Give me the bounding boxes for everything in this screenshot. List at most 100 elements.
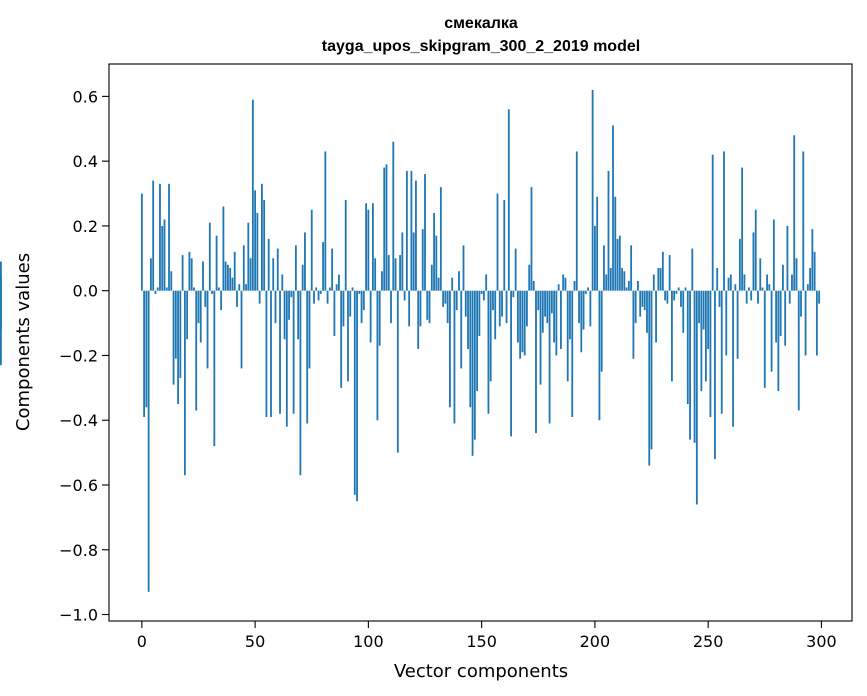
bar <box>283 290 286 340</box>
bar <box>752 232 755 291</box>
bar <box>671 290 673 382</box>
bar <box>607 170 610 291</box>
bar <box>521 290 524 353</box>
bar <box>809 268 811 291</box>
bar <box>272 258 275 291</box>
bar <box>455 290 458 311</box>
bar <box>279 290 281 414</box>
bar <box>532 280 535 291</box>
bar <box>181 255 184 291</box>
bar <box>360 290 363 324</box>
x-axis-label: Vector components <box>394 661 568 682</box>
bar <box>165 287 168 291</box>
bar <box>786 225 789 291</box>
bar <box>238 284 241 291</box>
bar <box>492 290 494 311</box>
bar <box>186 290 189 340</box>
bar <box>319 290 322 294</box>
bar <box>813 251 816 291</box>
bar <box>249 258 252 291</box>
y-tick-label: −0.4 <box>59 411 98 430</box>
bar <box>220 290 223 311</box>
bar <box>734 284 737 291</box>
bar <box>677 287 680 291</box>
bar <box>795 258 798 291</box>
bar <box>598 290 601 421</box>
bar <box>750 290 753 301</box>
bar <box>612 125 614 291</box>
bar <box>553 290 556 343</box>
bar <box>190 258 193 291</box>
bar <box>496 193 499 291</box>
bar <box>600 290 603 372</box>
bar <box>304 232 306 291</box>
bar <box>349 290 352 317</box>
bar <box>480 290 483 294</box>
bar <box>714 290 716 460</box>
bar <box>487 290 490 414</box>
bar <box>804 290 807 356</box>
bar <box>202 261 204 291</box>
bar <box>163 219 166 291</box>
x-tick-label: 300 <box>806 632 837 651</box>
bar <box>310 209 313 291</box>
bar <box>473 290 476 440</box>
bar <box>256 212 259 291</box>
bar <box>544 290 546 317</box>
bar <box>240 290 243 369</box>
bar <box>147 290 150 592</box>
bar <box>573 280 576 291</box>
bar <box>462 245 465 291</box>
bar <box>387 255 390 291</box>
chart-title: смекалка <box>444 15 518 32</box>
bar <box>709 290 712 417</box>
bar <box>800 290 802 317</box>
bar <box>290 290 293 298</box>
bar <box>815 290 818 356</box>
bar <box>299 290 302 476</box>
bar <box>313 290 315 304</box>
bar <box>757 290 759 304</box>
bar <box>770 290 773 372</box>
bar <box>526 290 528 327</box>
y-tick-label: −1.0 <box>59 606 98 625</box>
bar <box>501 290 503 317</box>
bar <box>818 290 821 304</box>
bar <box>297 290 300 340</box>
bar <box>639 290 642 317</box>
bar <box>428 290 431 324</box>
bar <box>179 290 182 379</box>
bar <box>505 290 508 324</box>
bar <box>172 290 175 385</box>
bar <box>591 89 594 291</box>
bar <box>417 290 420 349</box>
bar <box>378 290 381 346</box>
bar <box>469 290 472 408</box>
bar <box>738 238 741 291</box>
bar <box>396 290 399 453</box>
bar <box>236 290 238 307</box>
bar <box>797 290 800 411</box>
bar <box>707 290 710 349</box>
bar <box>140 193 143 291</box>
bar <box>772 219 775 291</box>
bar <box>204 290 207 307</box>
bar <box>390 290 392 324</box>
bar <box>700 290 703 392</box>
bar <box>285 290 288 427</box>
bar <box>415 180 417 291</box>
bar <box>779 290 782 337</box>
bar <box>317 290 320 301</box>
bar <box>510 290 512 437</box>
bar <box>550 290 553 314</box>
bar <box>328 287 331 291</box>
plot-frame <box>108 63 853 622</box>
bar <box>381 271 383 291</box>
y-tick-label: −0.6 <box>59 476 98 495</box>
bar <box>437 277 440 291</box>
x-tick-label: 50 <box>245 632 265 651</box>
bar <box>229 268 232 291</box>
bar <box>541 290 544 333</box>
bar <box>301 264 304 291</box>
x-tick-label: 200 <box>580 632 611 651</box>
